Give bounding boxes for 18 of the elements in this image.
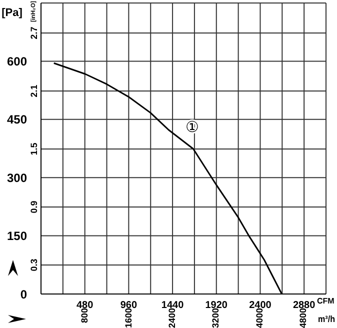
x2-tick-label: 4800 — [298, 308, 308, 328]
y2-tick-label: 2.1 — [29, 84, 39, 98]
y-axis-title: [Pa] — [2, 7, 23, 19]
x2-tick-label: 3200 — [210, 308, 221, 328]
y-tick-label: 300 — [6, 170, 28, 185]
y-tick-label: 600 — [6, 54, 28, 68]
y2-tick-label: 0.3 — [29, 258, 39, 272]
x-axis-title: CFM — [317, 296, 335, 306]
y2-tick-label: 0.9 — [29, 200, 39, 214]
x2-tick-label: 4000 — [254, 308, 264, 328]
x2-tick-label: 800 — [80, 308, 90, 324]
y-tick-label: 450 — [6, 112, 28, 127]
y2-tick-label: 1.5 — [29, 142, 39, 156]
y-tick-label: 150 — [6, 229, 28, 244]
y2-tick-label: 2.7 — [29, 26, 39, 40]
y-tick-label: 0 — [20, 287, 28, 302]
x2-tick-label: 1600 — [123, 308, 134, 328]
x2-axis-title: m³/h — [318, 314, 337, 324]
